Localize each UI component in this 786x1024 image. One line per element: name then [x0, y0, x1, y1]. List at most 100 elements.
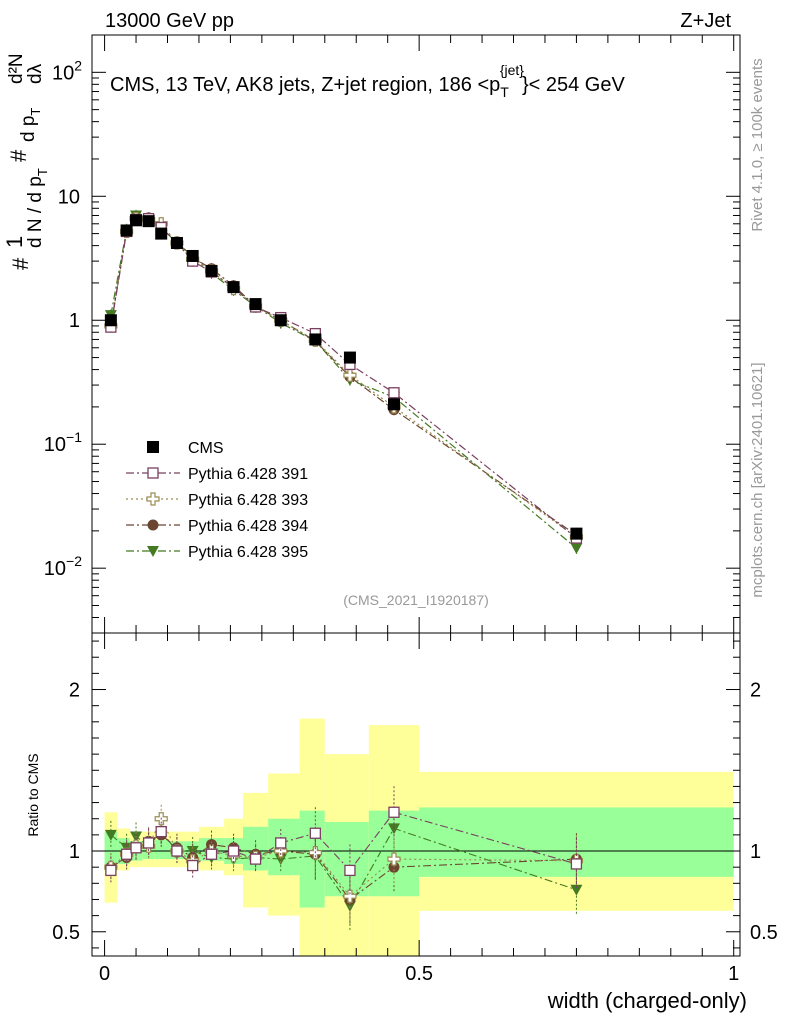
x-tick-label: 0.5: [405, 963, 433, 985]
x-tick-label: 0: [99, 963, 110, 985]
ratio-data-point: [130, 842, 142, 854]
main-data-point: [130, 214, 143, 227]
ratio-data-point: [171, 845, 183, 857]
main-data-point: [249, 298, 262, 311]
axis-tick-labels: 102 10 1 10−1 10−2 0 0.5 1 2 2 1 1 0.5 0.5: [44, 57, 778, 985]
legend-marker: [147, 467, 159, 479]
ylabel-den-text: d N / d p: [25, 176, 46, 248]
ratio-data-point: [343, 889, 357, 903]
main-data-point: [388, 387, 400, 399]
ratio-data-point: [570, 884, 583, 896]
header-right-label: Z+Jet: [680, 10, 731, 32]
ratio-data-point: [344, 864, 356, 877]
ylabel-dpt-text: d p: [18, 116, 39, 142]
main-data-point: [186, 249, 199, 262]
mcplots-label: mcplots.cern.ch [arXiv:2401.10621]: [749, 362, 766, 597]
ratio-data-point: [387, 823, 400, 835]
ratio-uncertainty-bands: [92, 718, 740, 956]
ratio-data-point: [570, 858, 583, 870]
analysis-watermark: (CMS_2021_I1920187): [343, 592, 489, 608]
ratio-data-point: [387, 852, 401, 866]
ratio-y-axis-label: Ratio to CMS: [25, 753, 41, 836]
main-data-point: [155, 227, 168, 240]
ylabel-den: d N / d pT: [25, 168, 50, 248]
main-data-point: [205, 264, 218, 277]
chart-title-sup: {jet}: [500, 62, 524, 78]
ratio-data-point: [120, 848, 133, 860]
main-data-point: [104, 314, 117, 327]
main-series-lines: [110, 214, 577, 549]
main-data-point: [343, 368, 357, 382]
main-y-tick-label: 1: [69, 310, 80, 332]
main-data-point: [142, 215, 155, 228]
ratio-data-point: [274, 854, 287, 866]
ratio-series-markers: [104, 786, 584, 932]
main-y-tick-label: 102: [52, 57, 82, 84]
legend: CMS Pythia 6.428 391 Pythia 6.428 393 Pythi…: [126, 440, 308, 561]
ratio-y-tick-label-right: 2: [750, 680, 761, 702]
main-data-point: [120, 224, 133, 237]
main-data-point: [170, 236, 183, 249]
ratio-data-point: [187, 859, 199, 872]
ylabel-d2n: d²N: [6, 53, 27, 84]
ratio-data-point: [275, 837, 287, 849]
legend-label: Pythia 6.428 393: [188, 492, 308, 509]
ylabel-den-sub: T: [35, 168, 50, 176]
ylabel-dpt: d pT: [18, 108, 43, 142]
x-axis-label: width (charged-only): [547, 988, 747, 1013]
ratio-data-point: [249, 853, 262, 865]
main-y-axis-label: # 1 d N / d pT # d pT d²N dλ: [2, 53, 50, 270]
ratio-data-point: [309, 827, 321, 839]
ratio-data-point: [274, 844, 288, 858]
main-data-point: [570, 543, 583, 555]
ratio-band-green: [154, 839, 168, 860]
legend-label: Pythia 6.428 394: [188, 518, 308, 535]
chart-title-sub: T: [500, 84, 509, 100]
chart-title: CMS, 13 TeV, AK8 jets, Z+jet region, 186…: [110, 62, 625, 100]
ratio-plot-frame: [91, 632, 741, 957]
ylabel-hash-1: #: [8, 257, 33, 270]
ylabel-dlambda: dλ: [25, 63, 46, 84]
main-series-line: [110, 218, 577, 538]
main-data-point: [274, 314, 287, 327]
legend-marker: [147, 519, 159, 531]
main-data-point: [309, 333, 322, 346]
ratio-band-green: [324, 821, 369, 897]
legend-label: Pythia 6.428 391: [188, 466, 308, 483]
rivet-version-label: Rivet 4.1.0, ≥ 100k events: [749, 58, 766, 231]
main-y-tick-label: 10: [58, 186, 80, 208]
ratio-y-tick-label-left: 2: [69, 680, 80, 702]
main-data-point: [387, 398, 400, 411]
header-left-label: 13000 GeV pp: [105, 10, 234, 32]
ratio-y-tick-label-right: 0.5: [750, 922, 778, 944]
ratio-y-tick-label-left: 0.5: [52, 922, 80, 944]
legend-marker: [147, 441, 159, 453]
axis-ticks: [92, 34, 740, 956]
ratio-data-point: [388, 806, 400, 818]
ylabel-hash-2: #: [6, 149, 31, 162]
ratio-data-point: [142, 837, 155, 849]
ratio-y-tick-label-right: 1: [750, 841, 761, 863]
chart-title-main: CMS, 13 TeV, AK8 jets, Z+jet region, 186…: [110, 74, 500, 96]
ratio-data-point: [388, 861, 400, 873]
ratio-data-point: [104, 829, 117, 841]
main-data-point: [343, 351, 356, 364]
legend-marker: [147, 546, 159, 557]
ylabel-dpt-sub: T: [28, 108, 43, 116]
x-tick-label: 1: [728, 963, 739, 985]
main-series-markers: [104, 209, 584, 555]
ratio-band-green: [299, 810, 325, 908]
ratio-data-point: [105, 864, 117, 877]
main-data-point: [227, 281, 240, 294]
legend-label: Pythia 6.428 395: [188, 544, 308, 561]
legend-label: CMS: [188, 440, 224, 457]
ratio-data-point: [205, 848, 218, 860]
main-data-point: [570, 527, 583, 540]
main-series-line: [110, 218, 577, 539]
ylabel-one: 1: [2, 236, 27, 248]
ratio-y-tick-label-left: 1: [69, 841, 80, 863]
main-y-tick-label: 10−1: [44, 429, 82, 456]
main-series-line: [110, 214, 577, 549]
chart-title-tail: }< 254 GeV: [522, 74, 626, 96]
